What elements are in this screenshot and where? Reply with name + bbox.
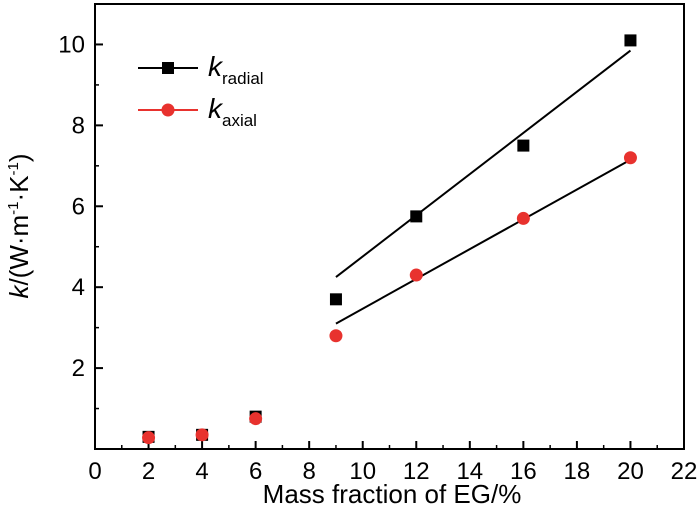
x-tick-label: 16 — [510, 458, 537, 485]
y-axis-label-k: k — [4, 284, 34, 299]
data-point-k_radial — [410, 210, 423, 223]
legend-label-main: k — [208, 51, 224, 82]
markers-group — [142, 34, 637, 445]
data-point-k_radial — [517, 139, 530, 152]
y-axis-label-unit: /(W·m — [4, 215, 34, 286]
data-point-k_axial — [249, 412, 263, 426]
x-tick-label: 22 — [671, 458, 698, 485]
x-tick-label: 20 — [617, 458, 644, 485]
data-point-k_axial — [142, 431, 156, 445]
y-tick-label: 4 — [72, 274, 85, 301]
legend-label-k_axial: kaxial — [208, 93, 257, 130]
y-tick-label: 8 — [72, 112, 85, 139]
legend-marker-k_radial — [162, 62, 174, 74]
legend-label-main: k — [208, 93, 224, 124]
fit-line-k_radial — [335, 49, 632, 278]
data-point-k_axial — [195, 428, 209, 442]
plot-frame — [94, 3, 685, 450]
x-tick-label: 14 — [456, 458, 483, 485]
fit-lines-group — [335, 49, 632, 325]
x-tick-label: 2 — [142, 458, 155, 485]
fit-line-k_axial — [335, 158, 631, 325]
data-point-k_axial — [409, 268, 423, 282]
x-tick-label: 4 — [195, 458, 208, 485]
data-point-k_axial — [623, 151, 637, 165]
y-tick-label: 6 — [72, 193, 85, 220]
x-tick-label: 18 — [564, 458, 591, 485]
x-tick-label: 12 — [403, 458, 430, 485]
legend-label-sub: radial — [222, 69, 264, 88]
legend-label-k_radial: kradial — [208, 51, 264, 88]
x-tick-label: 10 — [349, 458, 376, 485]
y-axis-label-exp1: -1 — [5, 201, 22, 214]
y-axis-label-mid: ·K — [4, 175, 34, 202]
legend-label-sub: axial — [222, 111, 257, 130]
x-tick-label: 6 — [249, 458, 262, 485]
y-axis-label-close: ) — [4, 153, 34, 162]
data-point-k_radial — [329, 293, 342, 306]
y-axis-label: k/(W·m-1·K-1) — [4, 153, 34, 298]
x-axis-label: Mass fraction of EG/% — [263, 479, 522, 509]
y-tick-label: 10 — [58, 31, 85, 58]
data-point-k_axial — [516, 211, 530, 225]
y-tick-label: 2 — [72, 355, 85, 382]
data-point-k_radial — [624, 34, 637, 47]
x-tick-label: 8 — [303, 458, 316, 485]
plot-frame-group — [94, 3, 685, 450]
y-axis-label-exp2: -1 — [5, 162, 22, 175]
legend-marker-k_axial — [161, 103, 175, 117]
x-tick-label: 0 — [88, 458, 101, 485]
data-point-k_axial — [329, 329, 343, 343]
